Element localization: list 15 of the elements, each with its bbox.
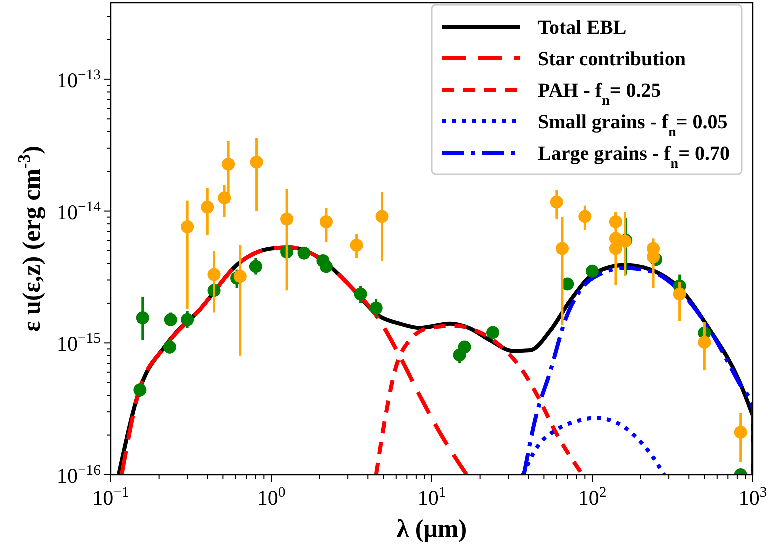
y-tick-label: 10$^{−15}$ (57, 331, 101, 356)
legend-label: Small grains - f$_{n}$= 0.05 (538, 112, 728, 140)
x-axis-title: λ (μm) (396, 516, 468, 543)
x-tick-label: 10$^{−1}$ (92, 485, 130, 510)
x-tick-label: 10$^{1}$ (418, 485, 446, 510)
y-tick-label: 10$^{−14}$ (57, 199, 102, 224)
x-tick-label: 10$^{3}$ (738, 485, 768, 510)
y-tick-label: 10$^{−16}$ (57, 463, 101, 488)
legend-label: Large grains - f$_{n}$= 0.70 (538, 143, 730, 172)
x-tick-label: 10$^{0}$ (257, 485, 286, 510)
legend-label: Star contribution (538, 48, 686, 70)
legend-label: Total EBL (538, 17, 627, 39)
y-tick-label: 10$^{−13}$ (57, 67, 101, 92)
legend-label: PAH - f$_{n}$= 0.25 (538, 80, 662, 108)
x-tick-label: 10$^{2}$ (578, 485, 607, 510)
